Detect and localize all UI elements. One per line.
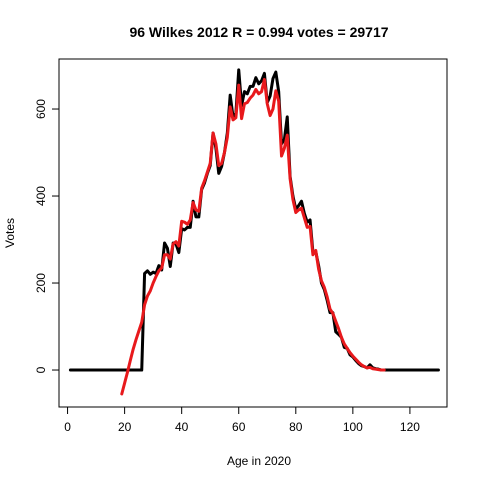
x-tick-label: 20	[118, 420, 132, 434]
y-tick-label: 400	[34, 186, 48, 206]
x-axis: 0 20 40 60 80 100 120	[64, 406, 420, 434]
series-line-2	[120, 77, 386, 396]
y-tick-label: 0	[34, 366, 48, 373]
x-tick-label: 80	[289, 420, 303, 434]
x-axis-label: Age in 2020	[227, 454, 291, 468]
y-tick-label: 600	[34, 99, 48, 119]
chart-title: 96 Wilkes 2012 R = 0.994 votes = 29717	[129, 24, 388, 40]
y-axis: 0 200 400 600	[34, 99, 60, 373]
plot-series	[68, 68, 440, 396]
x-tick-label: 40	[175, 420, 189, 434]
x-tick-label: 0	[64, 420, 71, 434]
x-tick-label: 120	[400, 420, 420, 434]
y-axis-label: Votes	[3, 218, 17, 248]
x-tick-label: 100	[343, 420, 363, 434]
y-tick-label: 200	[34, 273, 48, 293]
x-tick-label: 60	[232, 420, 246, 434]
